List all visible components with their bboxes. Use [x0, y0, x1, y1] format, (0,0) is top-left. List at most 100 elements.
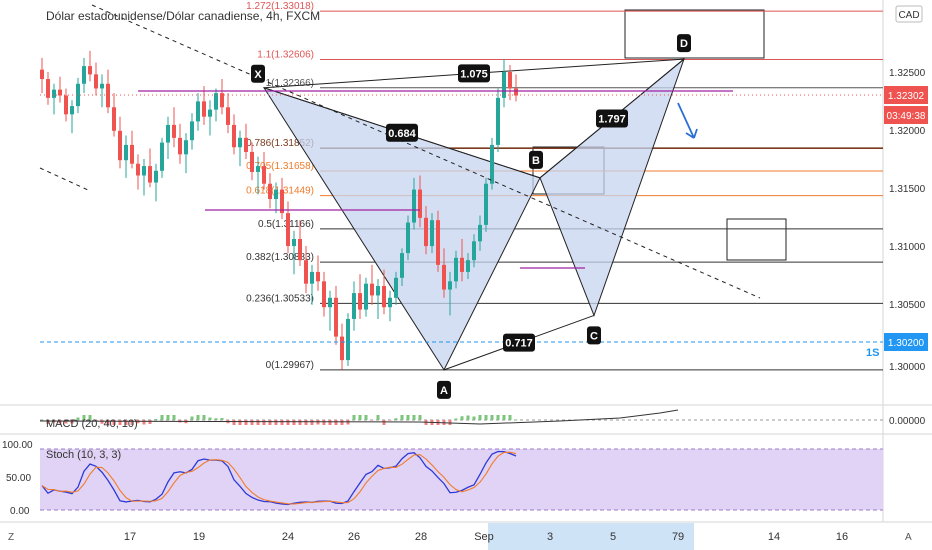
macd-label: MACD (20, 40, 10)	[46, 418, 138, 430]
current-price-badge	[884, 86, 928, 104]
target-zone-box	[624, 9, 765, 59]
candle	[58, 76, 62, 103]
point-d-label: D	[677, 34, 691, 53]
candle-body	[274, 189, 278, 200]
candle-body	[178, 137, 182, 155]
chart-title: Dólar estadounidense/Dólar canadiense, 4…	[46, 9, 320, 23]
macd-bar	[334, 420, 338, 425]
candle	[178, 123, 182, 164]
macd-tick: 0.00000	[889, 416, 926, 427]
candle-body	[148, 166, 152, 183]
macd-bar	[382, 420, 386, 425]
candle-body	[490, 144, 494, 184]
macd-bar	[412, 415, 416, 420]
macd-bar	[460, 416, 464, 420]
point-c-label-text: C	[590, 330, 598, 342]
point-b-label-text: B	[532, 155, 540, 167]
ratio-xab-text: 0.684	[388, 128, 416, 140]
macd-bar	[328, 420, 332, 425]
candle	[52, 83, 56, 115]
macd-bar	[496, 415, 500, 420]
candle	[280, 177, 284, 219]
harmonic-pattern	[262, 57, 686, 371]
candle-body	[220, 93, 224, 108]
candle-body	[316, 271, 320, 282]
macd-bar	[166, 415, 170, 420]
macd-bar	[484, 415, 488, 420]
time-tick: 9	[678, 531, 684, 543]
alert-price: 1.30200	[888, 338, 925, 349]
candle-body	[124, 144, 128, 161]
candle	[376, 278, 380, 319]
price-tick: 1.32000	[889, 126, 926, 137]
candle-body	[202, 101, 206, 117]
candle	[106, 69, 110, 114]
candle-body	[76, 83, 80, 107]
candle	[418, 175, 422, 228]
candle-body	[412, 189, 416, 223]
candle	[262, 151, 266, 190]
candle-body	[394, 277, 398, 298]
candle	[100, 74, 104, 108]
fib-label: 0.236(1.30533)	[246, 293, 314, 304]
currency-label: CAD	[898, 10, 919, 21]
candle	[232, 114, 236, 155]
macd-bar	[352, 415, 356, 420]
macd-bar	[388, 420, 392, 421]
candle	[238, 130, 242, 167]
time-tick: 17	[124, 531, 136, 543]
macd-bar	[58, 420, 62, 424]
time-tick: 14	[768, 531, 780, 543]
macd-bar	[316, 420, 320, 425]
price-axis: CAD 1.32500 1.32000 1.31500 1.31000 1.30…	[866, 5, 928, 373]
macd-bar	[502, 415, 506, 420]
macd-bar	[466, 415, 470, 420]
candle-body	[262, 166, 266, 184]
candle	[208, 100, 212, 136]
countdown-badge	[884, 106, 928, 124]
price-tick: 1.30500	[889, 300, 926, 311]
candle-body	[334, 297, 338, 337]
ratio-abc: 0.717	[503, 333, 535, 352]
candle-body	[82, 66, 86, 84]
macd-bar	[292, 420, 296, 425]
candle	[400, 248, 404, 287]
candle	[118, 116, 122, 169]
time-tick: 24	[282, 531, 294, 543]
candle	[508, 64, 512, 101]
bottom-right-label[interactable]: A	[905, 532, 912, 543]
ratio-abc-text: 0.717	[505, 338, 533, 350]
macd-bar	[490, 415, 494, 420]
candle-body	[454, 257, 458, 282]
candle	[40, 57, 44, 94]
macd-bar	[280, 420, 284, 425]
point-b-label: B	[529, 150, 543, 169]
price-tick: 1.31000	[889, 242, 926, 253]
macd-pane: MACD (20, 40, 10) 0.00000	[39, 409, 926, 430]
candle	[394, 271, 398, 305]
candle	[442, 248, 446, 298]
candle	[352, 281, 356, 331]
projection-arrow	[677, 102, 698, 139]
bottom-left-label[interactable]: Z	[8, 532, 14, 543]
macd-bar	[376, 415, 380, 420]
candle-body	[106, 83, 110, 108]
candle	[142, 159, 146, 196]
candle	[490, 137, 494, 190]
candle	[406, 215, 410, 261]
candle	[382, 269, 386, 315]
macd-bar	[262, 420, 266, 425]
point-d-label-text: D	[680, 38, 688, 50]
currency-badge[interactable]	[895, 5, 923, 23]
macd-bar	[76, 417, 80, 420]
macd-bar	[478, 415, 482, 420]
candle-body	[364, 283, 368, 310]
candle-body	[376, 286, 380, 296]
candle	[112, 93, 116, 137]
candle-body	[328, 297, 332, 308]
macd-bar	[454, 418, 458, 420]
candle-body	[382, 286, 386, 308]
fib-label: 0.786(1.31852)	[246, 138, 314, 149]
candle-body	[268, 183, 272, 200]
